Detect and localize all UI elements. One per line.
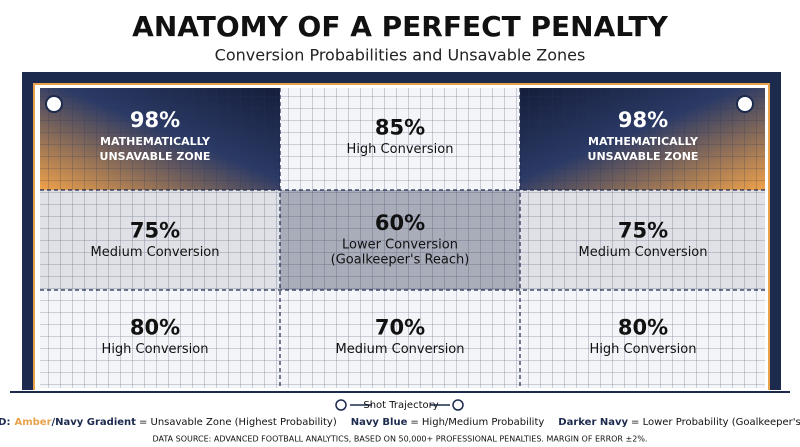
zone-label: Lower Conversion	[342, 238, 458, 253]
source: DATA SOURCE: ADVANCED FOOTBALL ANALYTICS…	[153, 435, 648, 444]
legend-title: LEGEND:	[0, 417, 10, 428]
zone-value: 75%	[618, 219, 668, 243]
zone-label: MATHEMATICALLY	[588, 135, 699, 148]
zone-value: 85%	[375, 116, 425, 140]
zone-value: 60%	[375, 211, 425, 235]
zone-value: 70%	[375, 316, 425, 340]
zone-label: UNSAVABLE ZONE	[100, 150, 211, 163]
goal	[10, 72, 790, 411]
zone-label: (Goalkeeper's Reach)	[331, 253, 470, 268]
zone-value: 98%	[618, 108, 668, 132]
legend-key: Navy Blue	[351, 417, 408, 428]
zone-value: 80%	[130, 316, 180, 340]
subtitle: Conversion Probabilities and Unsavable Z…	[215, 46, 586, 65]
legend-key: /Navy Gradient	[52, 417, 137, 428]
legend-text: = Unsavable Zone (Highest Probability)	[139, 417, 337, 428]
zone-label: Medium Conversion	[579, 245, 708, 260]
legend-key: Darker Navy	[558, 417, 628, 428]
zone-label: Medium Conversion	[336, 342, 465, 357]
zone-label: High Conversion	[347, 142, 454, 157]
zone-label: High Conversion	[590, 342, 697, 357]
zone-value: 98%	[130, 108, 180, 132]
zone-label: High Conversion	[102, 342, 209, 357]
legend-text: = High/Medium Probability	[410, 417, 544, 428]
trajectory-label: Shot Trajectory	[363, 400, 438, 411]
legend: LEGEND: Amber/Navy Gradient= Unsavable Zo…	[0, 417, 800, 428]
legend-text: = Lower Probability (Goalkeeper's Reach)	[631, 417, 800, 428]
zone-value: 80%	[618, 316, 668, 340]
legend-key: Amber	[14, 417, 51, 428]
zone-label: Medium Conversion	[91, 245, 220, 260]
title: ANATOMY OF A PERFECT PENALTY	[132, 10, 668, 43]
zone-value: 75%	[130, 219, 180, 243]
zone-label: UNSAVABLE ZONE	[588, 150, 699, 163]
zone-label: MATHEMATICALLY	[100, 135, 211, 148]
